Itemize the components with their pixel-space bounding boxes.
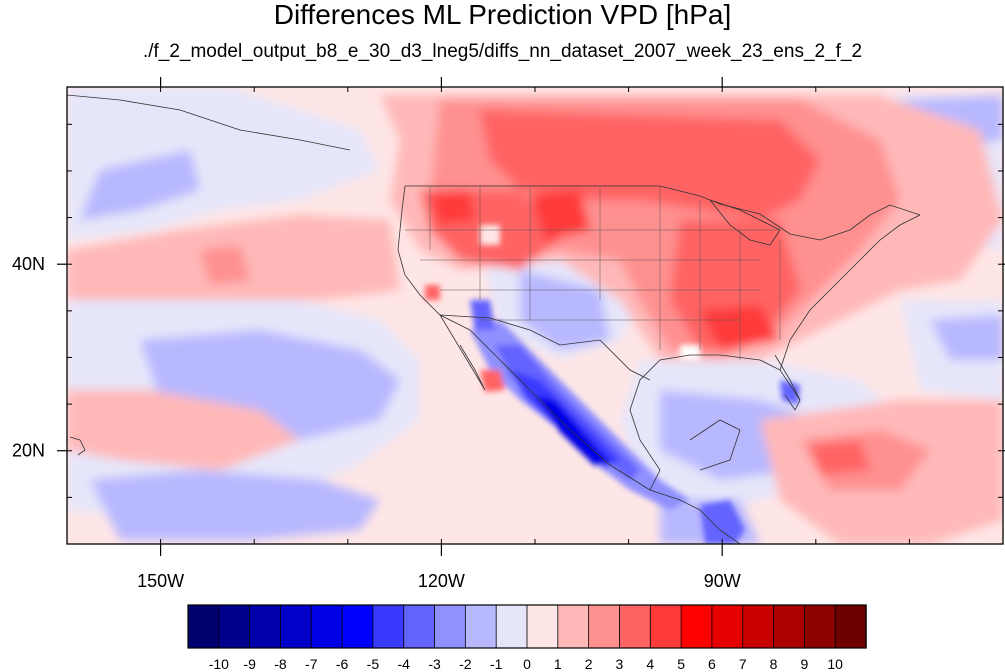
colorbar-label: 6 xyxy=(708,656,716,672)
colorbar-swatch xyxy=(557,604,590,649)
colorbar-swatch xyxy=(249,604,282,649)
colorbar-frame xyxy=(187,604,867,649)
colorbar-swatch xyxy=(803,604,836,649)
colorbar-swatch xyxy=(403,604,436,649)
colorbar-label: 10 xyxy=(827,656,843,672)
colorbar-swatch xyxy=(341,604,374,649)
colorbar-label: 0 xyxy=(523,656,531,672)
colorbar-swatch xyxy=(280,604,312,649)
colorbar-label: -7 xyxy=(305,656,318,672)
colorbar-swatch xyxy=(495,604,528,649)
lat-tick-label: 20N xyxy=(12,441,45,461)
colorbar-label: -8 xyxy=(274,656,287,672)
colorbar-label: 1 xyxy=(554,656,562,672)
colorbar-label: 4 xyxy=(646,656,654,672)
geographic-outlines xyxy=(67,94,921,544)
lon-tick-label: 120W xyxy=(418,571,465,591)
colorbar-label: -10 xyxy=(209,656,229,672)
colorbar: -10 -9 -8 -7 -6 -5 -4 -3 -2 -1 0 1 2 3 4 5 6 7 8 9 10 xyxy=(187,604,867,672)
colorbar-swatch xyxy=(372,604,405,649)
colorbar-label: -2 xyxy=(459,656,472,672)
colorbar-label: 8 xyxy=(770,656,778,672)
contour-field xyxy=(67,87,1003,544)
colorbar-swatch xyxy=(680,604,713,649)
colorbar-label: 2 xyxy=(585,656,593,672)
lat-tick-label: 40N xyxy=(12,254,45,274)
colorbar-swatch xyxy=(711,604,744,649)
colorbar-swatch xyxy=(742,604,775,649)
colorbar-swatch xyxy=(464,604,497,649)
colorbar-swatch xyxy=(834,604,867,649)
colorbar-label: -5 xyxy=(367,656,380,672)
colorbar-label: -1 xyxy=(490,656,503,672)
colorbar-swatch xyxy=(187,604,220,649)
colorbar-swatch xyxy=(310,604,343,649)
colorbar-label: 3 xyxy=(616,656,624,672)
chart-subtitle: ./f_2_model_output_b8_e_30_d3_lneg5/diff… xyxy=(142,41,863,62)
colorbar-swatch xyxy=(218,604,251,649)
colorbar-swatch xyxy=(434,604,467,649)
colorbar-label: -9 xyxy=(243,656,256,672)
colorbar-swatch xyxy=(619,604,651,649)
chart-title: Differences ML Prediction VPD [hPa] xyxy=(273,0,732,30)
lon-tick-label: 150W xyxy=(137,571,184,591)
colorbar-label: -6 xyxy=(336,656,349,672)
lon-tick-label: 90W xyxy=(704,571,741,591)
colorbar-swatch xyxy=(649,604,682,649)
colorbar-label: -4 xyxy=(398,656,411,672)
colorbar-label: 9 xyxy=(800,656,808,672)
colorbar-label: 7 xyxy=(739,656,747,672)
colorbar-swatch xyxy=(526,604,559,649)
colorbar-label: -3 xyxy=(428,656,441,672)
axis-ticks: 150W 120W 90W 40N 20N xyxy=(12,77,1005,591)
colorbar-swatch xyxy=(588,604,621,649)
colorbar-swatch xyxy=(773,604,806,649)
colorbar-label: 5 xyxy=(677,656,685,672)
state-lines xyxy=(405,186,781,360)
